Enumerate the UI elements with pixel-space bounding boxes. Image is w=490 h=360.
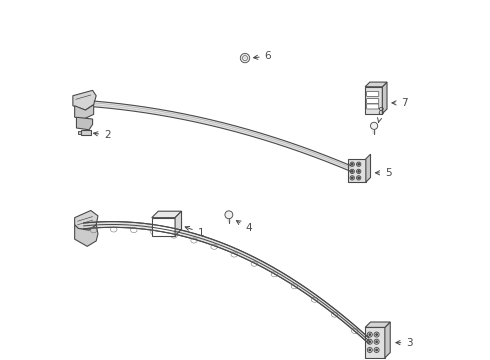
FancyBboxPatch shape	[367, 91, 379, 96]
Polygon shape	[175, 211, 181, 235]
Circle shape	[358, 177, 359, 179]
Polygon shape	[365, 82, 387, 87]
Circle shape	[351, 177, 353, 179]
Circle shape	[243, 55, 247, 60]
Text: 6: 6	[253, 51, 271, 61]
Circle shape	[376, 349, 377, 351]
Polygon shape	[74, 105, 94, 119]
Polygon shape	[382, 82, 387, 114]
Text: 2: 2	[94, 130, 111, 140]
FancyBboxPatch shape	[367, 104, 379, 109]
Circle shape	[358, 163, 359, 165]
Text: 1: 1	[185, 226, 204, 238]
Circle shape	[370, 122, 378, 130]
Polygon shape	[74, 225, 98, 246]
Polygon shape	[385, 322, 390, 358]
Polygon shape	[73, 90, 96, 110]
Bar	[365, 87, 382, 114]
Circle shape	[351, 163, 353, 165]
Polygon shape	[84, 222, 368, 343]
Polygon shape	[366, 154, 370, 182]
Text: 7: 7	[392, 98, 407, 108]
Bar	[78, 131, 81, 134]
Polygon shape	[95, 101, 351, 171]
Text: 8: 8	[377, 107, 384, 122]
Circle shape	[225, 211, 233, 219]
Circle shape	[369, 349, 370, 351]
Text: 5: 5	[375, 168, 392, 178]
Text: 3: 3	[396, 338, 413, 348]
Bar	[81, 130, 91, 135]
Circle shape	[369, 341, 370, 342]
Circle shape	[240, 53, 250, 63]
Polygon shape	[152, 211, 181, 218]
Bar	[365, 327, 385, 358]
Polygon shape	[74, 211, 98, 230]
Bar	[152, 218, 175, 235]
Polygon shape	[76, 117, 93, 130]
FancyBboxPatch shape	[367, 99, 379, 104]
Bar	[348, 159, 366, 182]
Polygon shape	[365, 322, 390, 327]
Circle shape	[351, 171, 353, 172]
Text: 4: 4	[236, 221, 252, 233]
Circle shape	[358, 171, 359, 172]
Circle shape	[376, 341, 377, 342]
Circle shape	[376, 334, 377, 335]
Circle shape	[369, 334, 370, 335]
